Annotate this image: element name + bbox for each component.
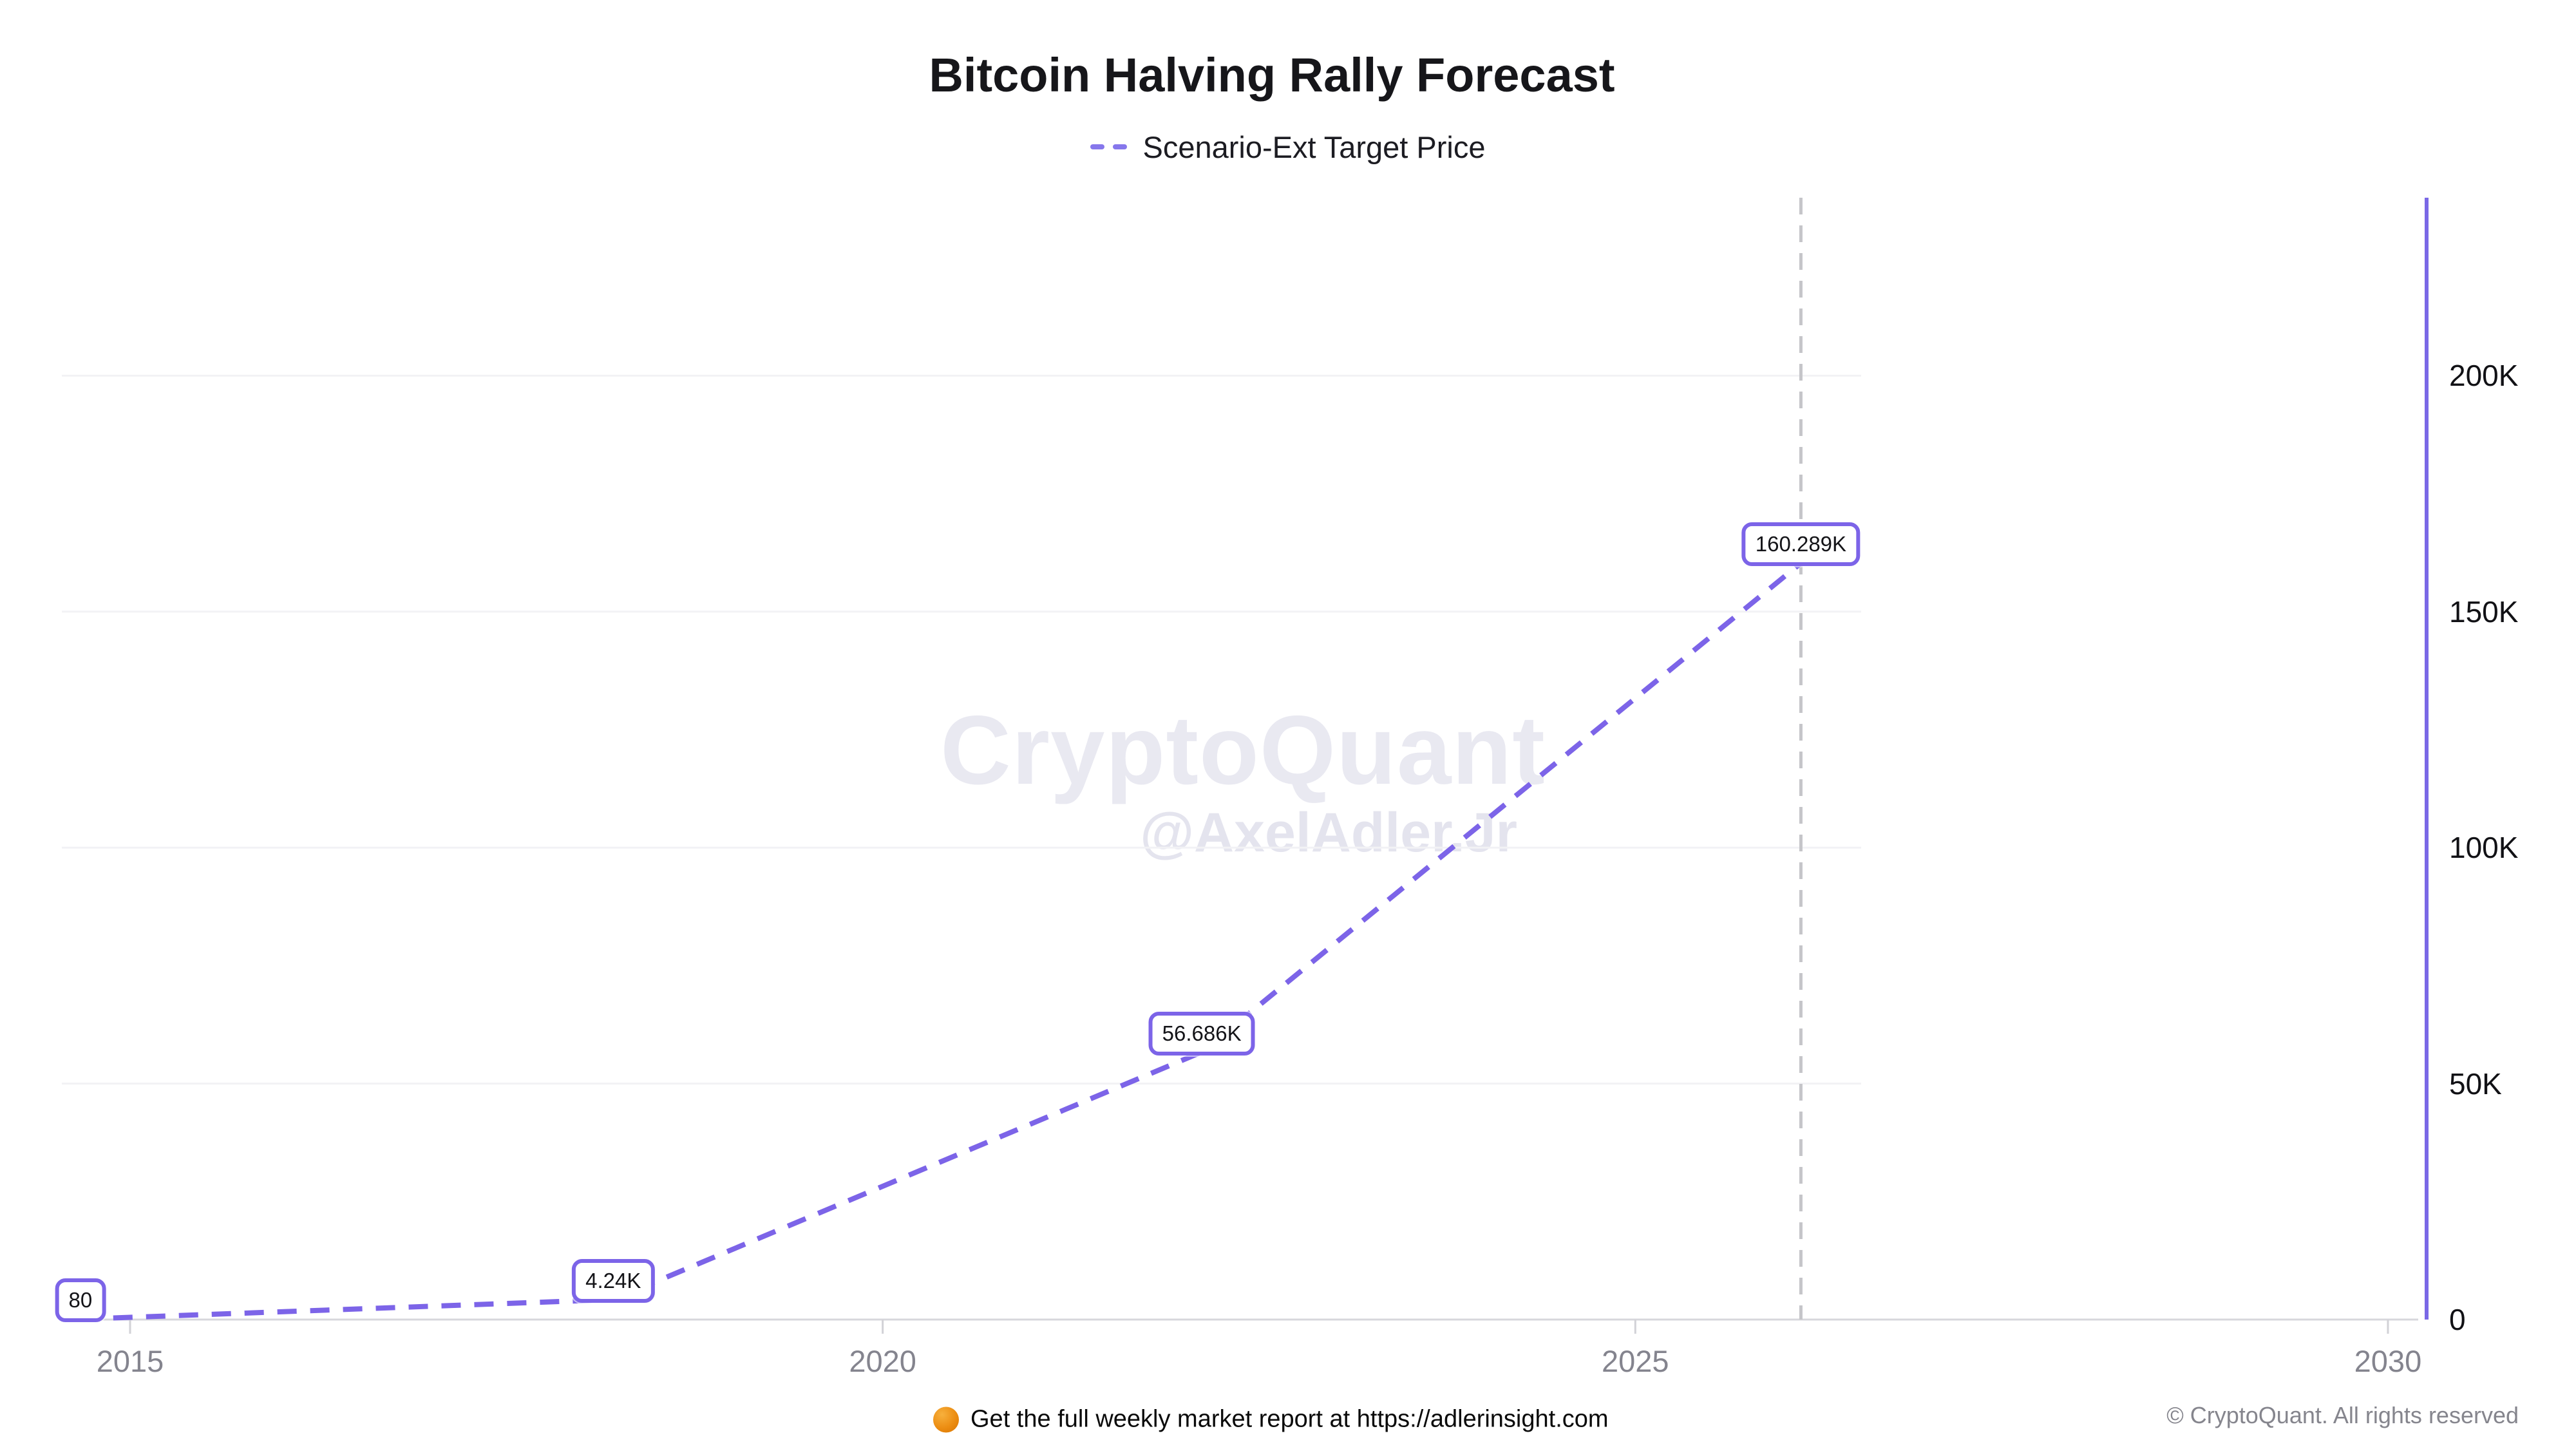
legend-dash-icon — [1090, 144, 1105, 149]
x-tick-label: 2020 — [849, 1344, 916, 1378]
data-point-label: 160.289K — [1741, 522, 1861, 567]
y-tick-label: 200K — [2449, 359, 2519, 393]
legend[interactable]: Scenario-Ext Target Price — [0, 126, 2576, 167]
orange-circle-icon — [933, 1406, 959, 1432]
watermark-brand: CryptoQuant — [940, 696, 1546, 805]
y-tick-label: 50K — [2449, 1066, 2502, 1101]
x-tick-label: 2030 — [2354, 1344, 2422, 1378]
x-tick-label: 2025 — [1602, 1344, 1669, 1378]
data-point-label: 56.686K — [1148, 1011, 1255, 1056]
data-point-label: 4.24K — [572, 1258, 655, 1303]
y-tick-label: 0 — [2449, 1303, 2466, 1336]
y-tick-label: 150K — [2449, 594, 2519, 629]
data-point-label: 80 — [55, 1278, 106, 1323]
legend-label: Scenario-Ext Target Price — [1142, 129, 1486, 164]
footer-promo-text: Get the full weekly market report at htt… — [971, 1405, 1609, 1433]
legend-dash-icon — [1113, 144, 1128, 149]
y-tick-label: 100K — [2449, 831, 2519, 865]
watermark-handle: @AxelAdler.Jr — [1140, 802, 1517, 864]
footer-promo: Get the full weekly market report at htt… — [933, 1406, 1609, 1434]
copyright-text: © CryptoQuant. All rights reserved — [2166, 1402, 2519, 1428]
series-line-scenario-ext-target-price — [80, 561, 1803, 1322]
x-tick-label: 2015 — [96, 1344, 164, 1378]
chart-title: Bitcoin Halving Rally Forecast — [929, 48, 1615, 102]
